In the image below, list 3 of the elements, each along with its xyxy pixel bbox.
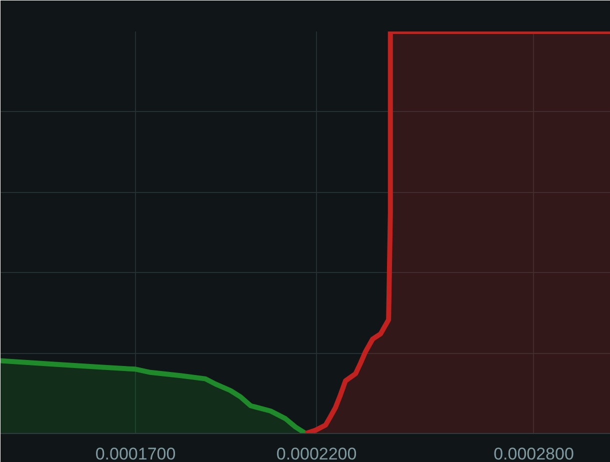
x-tick-label: 0.0001700 [95, 444, 176, 462]
x-tick-label: 0.0002800 [494, 444, 574, 462]
x-tick-label: 0.0002200 [276, 444, 357, 462]
